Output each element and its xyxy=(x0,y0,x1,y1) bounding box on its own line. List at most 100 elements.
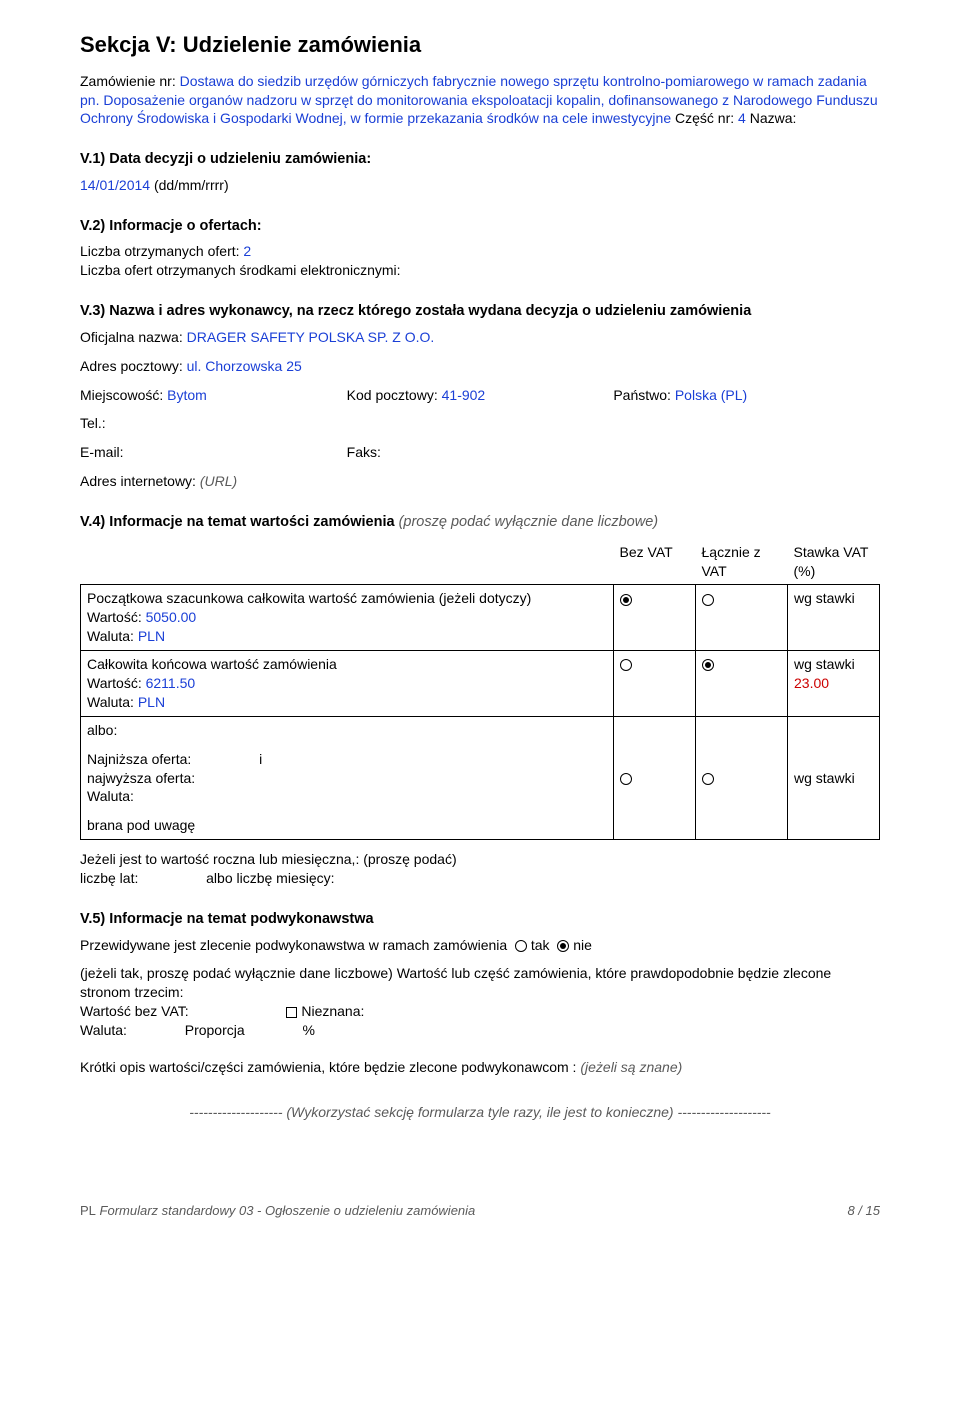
row2-stawka: wg stawki xyxy=(788,716,880,839)
row2-lowest: Najniższa oferta: xyxy=(87,751,191,767)
v2-line1-label: Liczba otrzymanych ofert: xyxy=(80,243,240,259)
v1-date-hint: (dd/mm/rrrr) xyxy=(154,177,229,193)
v5-val-row: Wartość bez VAT: Nieznana: xyxy=(80,1002,880,1021)
v5-desc-hint: (jeżeli są znane) xyxy=(580,1059,682,1075)
row1-currency: PLN xyxy=(138,694,165,710)
hdr-stawka: Stawka VAT (%) xyxy=(788,539,880,585)
row0-value-label: Wartość: xyxy=(87,609,142,625)
v3-url-hint: (URL) xyxy=(200,473,237,489)
v4-yearly: Jeżeli jest to wartość roczna lub miesię… xyxy=(80,850,880,869)
v3-url-label: Adres internetowy: xyxy=(80,473,196,489)
row1-main: Całkowita końcowa wartość zamówienia War… xyxy=(81,651,614,717)
v1-line: 14/01/2014 (dd/mm/rrrr) xyxy=(80,176,880,195)
v3-official-value: DRAGER SAFETY POLSKA SP. Z O.O. xyxy=(187,329,435,345)
row2-radio-bezvat[interactable] xyxy=(620,773,632,785)
v3-city-row: Miejscowość: Bytom Kod pocztowy: 41-902 … xyxy=(80,386,880,405)
v5-prop-label: Proporcja xyxy=(185,1022,245,1038)
v5-heading: V.5) Informacje na temat podwykonawstwa xyxy=(80,910,880,930)
footer-left-text: Formularz standardowy 03 - Ogłoszenie o … xyxy=(100,1203,476,1218)
row1-currency-label: Waluta: xyxy=(87,694,134,710)
section-divider: -------------------- (Wykorzystać sekcję… xyxy=(80,1103,880,1122)
v5-currency-label: Waluta: xyxy=(80,1022,127,1038)
table-row: Początkowa szacunkowa całkowita wartość … xyxy=(81,585,880,651)
part-label: Część nr: xyxy=(675,110,734,126)
row0-currency-label: Waluta: xyxy=(87,628,134,644)
v5-desc-text: Krótki opis wartości/części zamówienia, … xyxy=(80,1059,576,1075)
row2-brana: brana pod uwagę xyxy=(87,816,607,835)
v4-heading-row: V.4) Informacje na temat wartości zamówi… xyxy=(80,513,880,533)
row2-albo: albo: xyxy=(87,721,607,740)
row1-radio-bezvat[interactable] xyxy=(620,659,632,671)
v3-url: Adres internetowy: (URL) xyxy=(80,472,880,491)
hdr-lacznie: Łącznie z VAT xyxy=(696,539,788,585)
v3-heading: V.3) Nazwa i adres wykonawcy, na rzecz k… xyxy=(80,302,880,322)
v4-heading: V.4) Informacje na temat wartości zamówi… xyxy=(80,514,395,530)
v5-no: nie xyxy=(573,937,592,953)
v5-desc: Krótki opis wartości/części zamówienia, … xyxy=(80,1058,880,1077)
row2-radio-lacznie[interactable] xyxy=(702,773,714,785)
v4-months-label: liczbę miesięcy: xyxy=(237,870,335,886)
v3-email-fax: E-mail: Faks: xyxy=(80,443,880,462)
row0-label: Początkowa szacunkowa całkowita wartość … xyxy=(87,589,607,608)
v4-table: Bez VAT Łącznie z VAT Stawka VAT (%) Poc… xyxy=(80,539,880,841)
v4-or: albo xyxy=(206,870,232,886)
v3-country-value: Polska (PL) xyxy=(675,387,747,403)
v3-country: Państwo: Polska (PL) xyxy=(613,386,880,405)
row2-highest: najwyższa oferta: xyxy=(87,769,607,788)
v5-line2: (jeżeli tak, proszę podać wyłącznie dane… xyxy=(80,964,880,1002)
row1-radio-lacznie[interactable] xyxy=(702,659,714,671)
v3-city-label: Miejscowość: xyxy=(80,387,163,403)
table-row: Całkowita końcowa wartość zamówienia War… xyxy=(81,651,880,717)
row1-stawka-val: 23.00 xyxy=(794,675,829,691)
v5-line1: Przewidywane jest zlecenie podwykonawstw… xyxy=(80,936,880,955)
v1-date: 14/01/2014 xyxy=(80,177,150,193)
v3-city-value: Bytom xyxy=(167,387,207,403)
v2-heading: V.2) Informacje o ofertach: xyxy=(80,217,880,237)
row2-currency-label: Waluta: xyxy=(87,787,607,806)
v5-val-label: Wartość bez VAT: xyxy=(80,1003,189,1019)
v5-radio-yes[interactable] xyxy=(515,940,527,952)
row2-main: albo: Najniższa oferta: i najwyższa ofer… xyxy=(81,716,614,839)
row0-main: Początkowa szacunkowa całkowita wartość … xyxy=(81,585,614,651)
row0-value: 5050.00 xyxy=(146,609,197,625)
v5-radio-no[interactable] xyxy=(557,940,569,952)
v3-postal: Adres pocztowy: ul. Chorzowska 25 xyxy=(80,357,880,376)
footer-right: 8 / 15 xyxy=(847,1202,880,1220)
v4-heading-hint: (proszę podać wyłącznie dane liczbowe) xyxy=(399,514,659,530)
row1-value: 6211.50 xyxy=(146,675,196,691)
v5-unknown-label: Nieznana: xyxy=(301,1003,364,1019)
v3-zip-label: Kod pocztowy: xyxy=(347,387,438,403)
order-label: Zamówienie nr: xyxy=(80,73,176,89)
v3-zip: Kod pocztowy: 41-902 xyxy=(347,386,614,405)
row0-stawka: wg stawki xyxy=(788,585,880,651)
v3-email: E-mail: xyxy=(80,443,347,462)
v3-official-label: Oficjalna nazwa: xyxy=(80,329,183,345)
v2-line1-value: 2 xyxy=(243,243,251,259)
row0-radio-lacznie[interactable] xyxy=(702,594,714,606)
row0-radio-bezvat[interactable] xyxy=(620,594,632,606)
v5-waluta-row: Waluta: Proporcja % xyxy=(80,1021,880,1040)
footer-left: PL Formularz standardowy 03 - Ogłoszenie… xyxy=(80,1202,475,1220)
row1-stawka: wg stawki xyxy=(794,656,855,672)
v5-unknown-checkbox[interactable] xyxy=(286,1007,297,1018)
v5-pct: % xyxy=(302,1022,314,1038)
footer: PL Formularz standardowy 03 - Ogłoszenie… xyxy=(80,1202,880,1220)
row0-currency: PLN xyxy=(138,628,165,644)
order-block: Zamówienie nr: Dostawa do siedzib urzędó… xyxy=(80,72,880,129)
v2-line2: Liczba ofert otrzymanych środkami elektr… xyxy=(80,261,880,280)
v3-tel: Tel.: xyxy=(80,414,880,433)
footer-left-prefix: PL xyxy=(80,1203,96,1218)
v3-zip-value: 41-902 xyxy=(442,387,486,403)
v3-city: Miejscowość: Bytom xyxy=(80,386,347,405)
v4-years-label: liczbę lat: xyxy=(80,870,138,886)
row1-stawka-cell: wg stawki 23.00 xyxy=(788,651,880,717)
row1-label: Całkowita końcowa wartość zamówienia xyxy=(87,655,607,674)
v3-postal-label: Adres pocztowy: xyxy=(80,358,183,374)
v3-official: Oficjalna nazwa: DRAGER SAFETY POLSKA SP… xyxy=(80,328,880,347)
hdr-bezvat: Bez VAT xyxy=(614,539,696,585)
v3-fax: Faks: xyxy=(347,443,614,462)
table-row: albo: Najniższa oferta: i najwyższa ofer… xyxy=(81,716,880,839)
row1-value-label: Wartość: xyxy=(87,675,142,691)
v5-line1-text: Przewidywane jest zlecenie podwykonawstw… xyxy=(80,937,507,953)
v2-line1: Liczba otrzymanych ofert: 2 xyxy=(80,242,880,261)
